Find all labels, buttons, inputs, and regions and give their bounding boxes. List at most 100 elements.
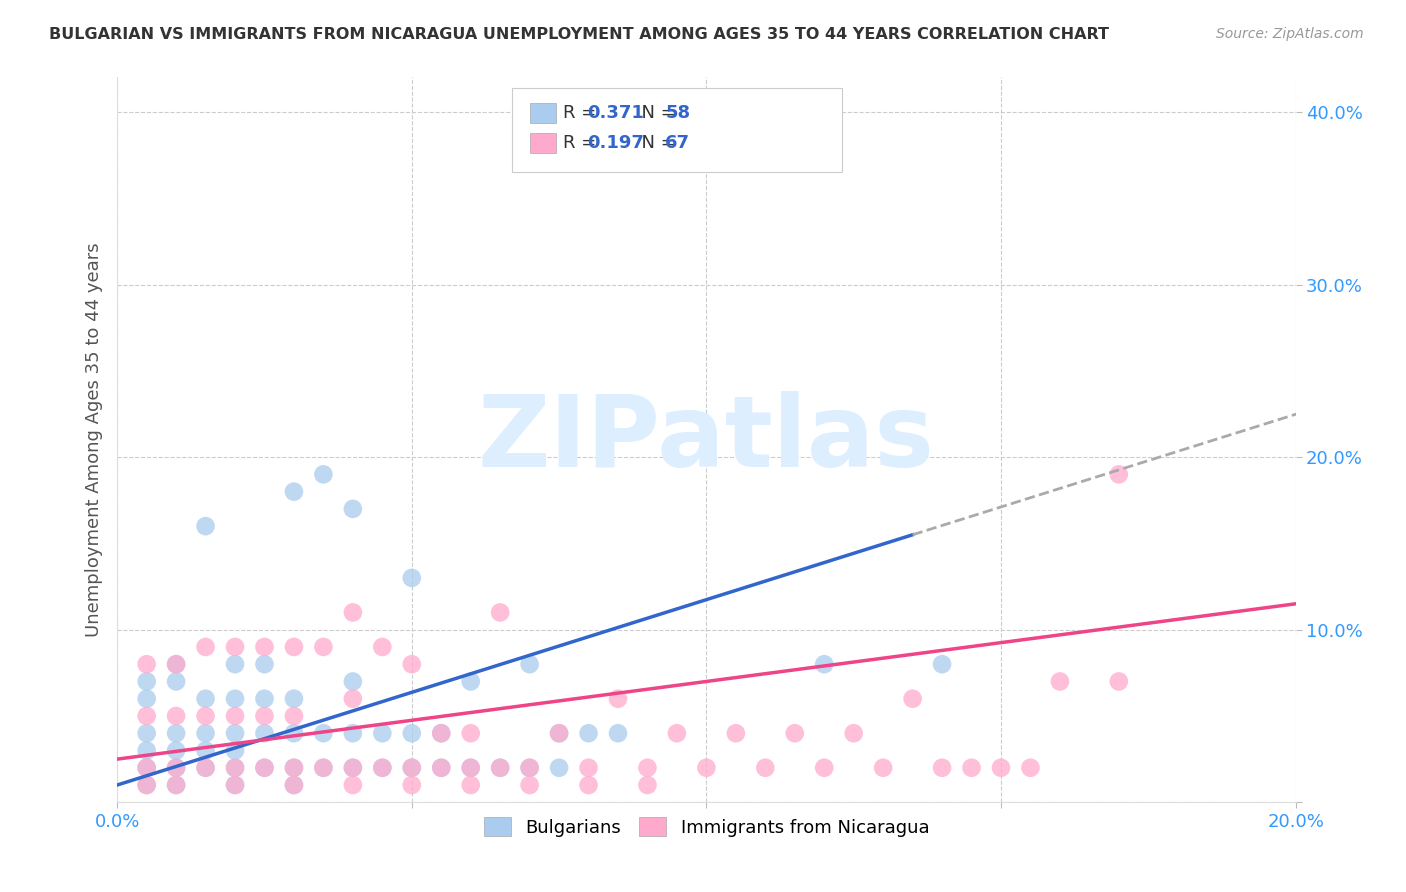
Point xyxy=(430,761,453,775)
Point xyxy=(489,761,512,775)
Point xyxy=(135,743,157,757)
Point xyxy=(135,709,157,723)
Point xyxy=(342,691,364,706)
Point xyxy=(253,640,276,654)
Legend: Bulgarians, Immigrants from Nicaragua: Bulgarians, Immigrants from Nicaragua xyxy=(477,810,936,844)
Point xyxy=(401,778,423,792)
Point xyxy=(135,691,157,706)
Point xyxy=(460,761,482,775)
Point xyxy=(754,761,776,775)
Point xyxy=(165,674,187,689)
Point xyxy=(224,761,246,775)
Y-axis label: Unemployment Among Ages 35 to 44 years: Unemployment Among Ages 35 to 44 years xyxy=(86,243,103,637)
Point xyxy=(224,726,246,740)
Point xyxy=(519,657,541,672)
Point xyxy=(283,761,305,775)
Point xyxy=(135,657,157,672)
Point xyxy=(283,484,305,499)
Point xyxy=(194,519,217,533)
Point xyxy=(371,640,394,654)
Point xyxy=(990,761,1012,775)
FancyBboxPatch shape xyxy=(530,133,555,153)
Point xyxy=(194,709,217,723)
Point xyxy=(224,691,246,706)
Point xyxy=(1049,674,1071,689)
Point xyxy=(401,761,423,775)
Point xyxy=(489,606,512,620)
Point xyxy=(578,726,600,740)
Point xyxy=(283,709,305,723)
Point xyxy=(194,761,217,775)
Point xyxy=(342,726,364,740)
Text: 0.371: 0.371 xyxy=(588,104,644,122)
Point xyxy=(901,691,924,706)
Text: 67: 67 xyxy=(665,134,690,152)
Point xyxy=(224,709,246,723)
Point xyxy=(165,726,187,740)
Point xyxy=(813,657,835,672)
Point xyxy=(342,674,364,689)
Point xyxy=(165,761,187,775)
Text: N =: N = xyxy=(630,104,682,122)
Point xyxy=(695,761,717,775)
Text: N =: N = xyxy=(630,134,682,152)
Point xyxy=(665,726,688,740)
Point xyxy=(165,709,187,723)
Point xyxy=(342,761,364,775)
Point xyxy=(165,657,187,672)
Text: 58: 58 xyxy=(665,104,690,122)
Point xyxy=(931,761,953,775)
Point xyxy=(253,726,276,740)
Point xyxy=(283,691,305,706)
Point xyxy=(519,761,541,775)
Point xyxy=(165,657,187,672)
Point xyxy=(312,640,335,654)
Point xyxy=(401,726,423,740)
Point xyxy=(224,761,246,775)
Point xyxy=(548,726,571,740)
Point xyxy=(135,761,157,775)
Point xyxy=(607,691,630,706)
Point xyxy=(342,761,364,775)
Point xyxy=(194,640,217,654)
Point xyxy=(283,778,305,792)
Point xyxy=(224,778,246,792)
Point xyxy=(519,761,541,775)
Point xyxy=(637,778,659,792)
Point xyxy=(842,726,865,740)
Point xyxy=(135,726,157,740)
Point xyxy=(460,726,482,740)
Point xyxy=(430,726,453,740)
Point xyxy=(165,778,187,792)
Point xyxy=(283,726,305,740)
Point xyxy=(637,761,659,775)
Point xyxy=(460,761,482,775)
Point xyxy=(519,778,541,792)
Point xyxy=(165,761,187,775)
Point xyxy=(371,761,394,775)
Point xyxy=(312,467,335,482)
Point xyxy=(253,657,276,672)
Point xyxy=(135,778,157,792)
Point xyxy=(135,778,157,792)
Point xyxy=(401,657,423,672)
Point xyxy=(960,761,983,775)
Point xyxy=(578,778,600,792)
Point xyxy=(578,761,600,775)
Point xyxy=(342,778,364,792)
Text: R =: R = xyxy=(562,104,602,122)
Point xyxy=(165,743,187,757)
Point xyxy=(371,761,394,775)
Point xyxy=(253,761,276,775)
Point xyxy=(165,778,187,792)
Point xyxy=(194,691,217,706)
Point xyxy=(872,761,894,775)
Point xyxy=(489,761,512,775)
Point xyxy=(194,761,217,775)
Point xyxy=(283,778,305,792)
Point xyxy=(312,761,335,775)
FancyBboxPatch shape xyxy=(530,103,555,123)
Point xyxy=(194,743,217,757)
Point xyxy=(548,726,571,740)
Point xyxy=(224,778,246,792)
